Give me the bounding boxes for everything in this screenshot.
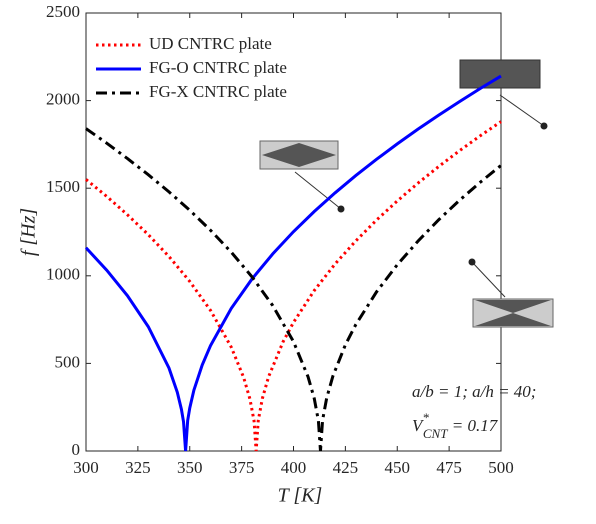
y-tick-label: 1500 [46, 177, 80, 196]
y-tick-label: 2000 [46, 90, 80, 109]
leader [472, 262, 505, 297]
insets [260, 60, 553, 327]
x-tick-label: 500 [488, 458, 514, 477]
y-tick-label: 500 [55, 352, 81, 371]
legend-label: FG-X CNTRC plate [149, 82, 287, 101]
x-tick-label: 350 [177, 458, 203, 477]
leader [500, 95, 544, 126]
x-tick-label: 425 [333, 458, 359, 477]
annotation: a/b = 1; a/h = 40; [412, 382, 536, 401]
formula-rest: = 0.17 [447, 416, 498, 435]
series-line [86, 129, 501, 451]
formula: V*CNT = 0.17 [412, 410, 499, 441]
x-tick-label: 475 [436, 458, 462, 477]
x-axis-label: T [K] [278, 485, 323, 507]
y-tick-label: 2500 [46, 2, 80, 21]
y-tick-label: 1000 [46, 265, 80, 284]
legend-label: FG-O CNTRC plate [149, 58, 287, 77]
inset-uniform [460, 60, 540, 88]
x-tick-label: 375 [229, 458, 255, 477]
chart: T [K] f [Hz] a/b = 1; a/h = 40; V*CNT = … [0, 0, 596, 519]
leader [295, 172, 341, 209]
x-tick-label: 300 [73, 458, 99, 477]
x-tick-label: 325 [125, 458, 151, 477]
x-tick-label: 450 [385, 458, 411, 477]
x-tick-label: 400 [281, 458, 307, 477]
legend-label: UD CNTRC plate [149, 34, 272, 53]
series-line [86, 122, 501, 451]
y-axis-label: f [Hz] [18, 208, 40, 256]
y-tick-label: 0 [72, 440, 81, 459]
formula-sup: * [422, 410, 429, 425]
leader-dot [541, 123, 548, 130]
formula-sub: CNT [423, 426, 448, 441]
leader-dot [469, 259, 476, 266]
leader-dot [338, 206, 345, 213]
